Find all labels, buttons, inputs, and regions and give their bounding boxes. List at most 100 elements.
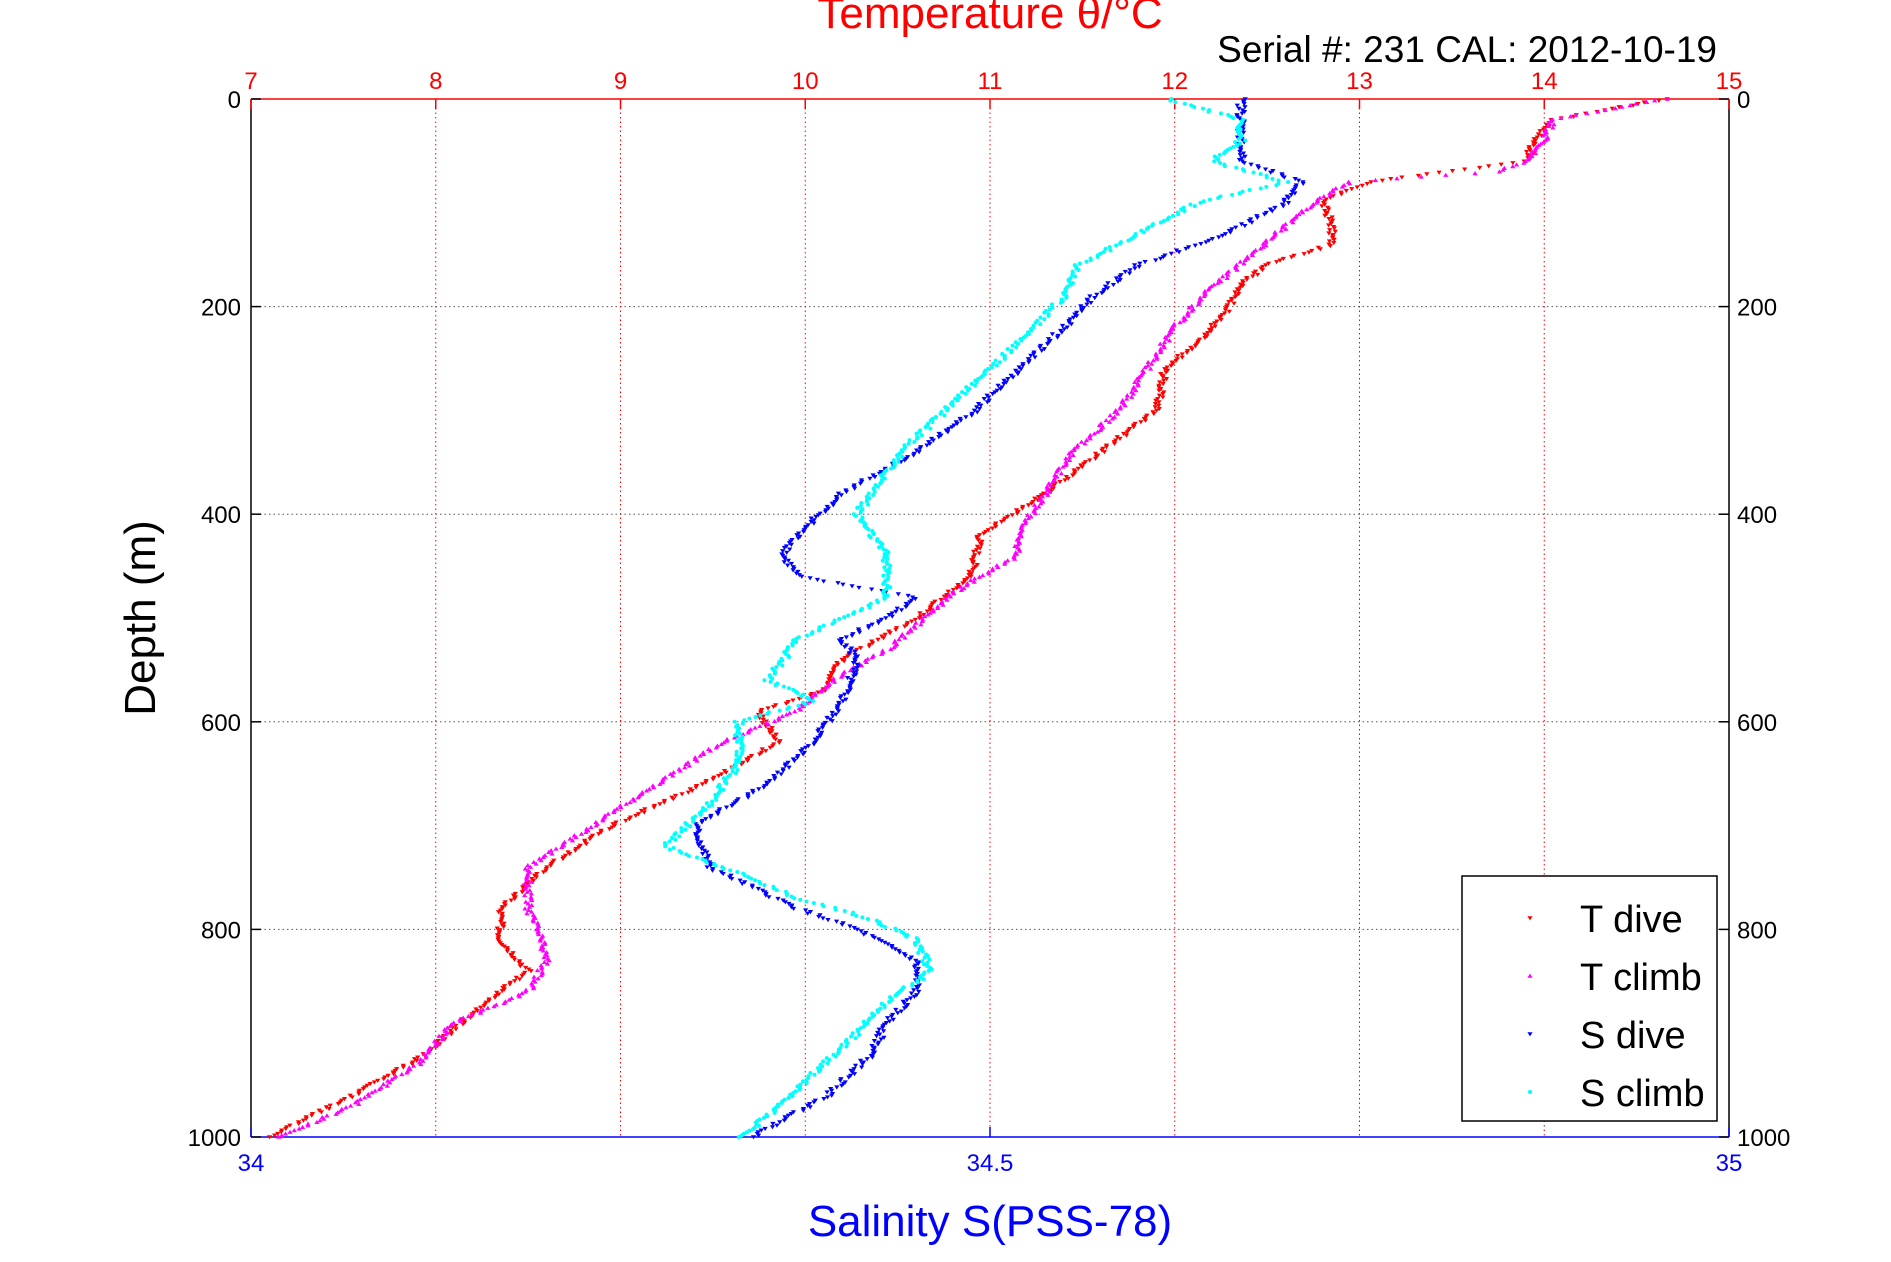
- data-point: [800, 752, 806, 757]
- data-point: [927, 607, 933, 613]
- data-point: [1150, 223, 1155, 228]
- data-point: [780, 663, 785, 668]
- data-point: [300, 1124, 306, 1129]
- data-point: [769, 1125, 776, 1130]
- data-point: [974, 405, 980, 410]
- data-point: [1132, 266, 1138, 271]
- data-point: [745, 759, 751, 764]
- data-point: [882, 555, 887, 560]
- data-point: [1176, 212, 1181, 217]
- data-point: [1546, 123, 1552, 128]
- data-point: [1343, 188, 1349, 194]
- data-point: [538, 946, 544, 951]
- data-point: [1449, 169, 1456, 174]
- data-point: [776, 717, 782, 722]
- data-point: [737, 731, 742, 736]
- data-point: [522, 892, 528, 898]
- data-point: [881, 1029, 887, 1034]
- data-point: [444, 1025, 450, 1030]
- data-point: [1185, 313, 1191, 318]
- data-point: [1609, 106, 1615, 111]
- data-point: [1079, 465, 1085, 470]
- data-point: [1114, 243, 1119, 248]
- data-point: [827, 1057, 832, 1062]
- data-point: [807, 576, 813, 581]
- data-point: [1107, 412, 1113, 418]
- data-point: [670, 773, 676, 778]
- data-point: [745, 795, 751, 800]
- data-point: [543, 868, 549, 873]
- data-point: [901, 931, 906, 936]
- data-point: [1533, 150, 1539, 156]
- data-point: [1308, 205, 1314, 210]
- data-point: [900, 454, 905, 459]
- data-point: [1060, 464, 1066, 469]
- data-point: [440, 1035, 446, 1040]
- data-point: [745, 730, 752, 735]
- data-point: [704, 865, 710, 870]
- data-point: [718, 786, 723, 791]
- data-point: [882, 565, 887, 570]
- data-point: [703, 807, 708, 812]
- data-point: [1529, 149, 1535, 154]
- depth-tick-label-right: 1000: [1737, 1125, 1790, 1152]
- data-point: [641, 810, 647, 815]
- data-point: [596, 832, 602, 837]
- data-point: [898, 1009, 904, 1014]
- data-point: [1031, 352, 1037, 357]
- series-s-climb: [662, 97, 1291, 1139]
- data-point: [447, 1023, 453, 1028]
- data-point: [492, 995, 498, 1000]
- data-point: [858, 1026, 863, 1031]
- data-point: [491, 1004, 497, 1009]
- data-point: [760, 888, 766, 893]
- data-point: [1249, 252, 1256, 258]
- data-point: [1032, 496, 1038, 501]
- data-point: [716, 773, 722, 779]
- data-point: [971, 579, 977, 584]
- data-point: [291, 1128, 297, 1133]
- data-point: [1280, 204, 1286, 209]
- data-point: [1269, 209, 1275, 214]
- data-point: [478, 1005, 484, 1010]
- data-point: [1330, 189, 1336, 194]
- data-point: [824, 684, 830, 689]
- data-point: [1010, 343, 1015, 348]
- data-point: [911, 994, 918, 999]
- data-point: [357, 1096, 363, 1102]
- data-point: [750, 1135, 757, 1140]
- data-point: [919, 433, 924, 438]
- data-point: [1152, 401, 1159, 407]
- data-point: [530, 919, 537, 924]
- data-point: [832, 499, 838, 505]
- data-point: [1550, 125, 1556, 130]
- data-point: [1035, 494, 1042, 500]
- data-point: [794, 755, 801, 760]
- data-point: [986, 571, 992, 576]
- data-point: [755, 886, 761, 892]
- data-point: [1032, 355, 1038, 360]
- data-point: [857, 481, 864, 486]
- data-point: [716, 791, 721, 796]
- data-point: [864, 1057, 870, 1062]
- data-point: [1627, 102, 1633, 108]
- data-point: [790, 906, 797, 912]
- data-point: [1164, 365, 1170, 370]
- data-point: [888, 585, 893, 590]
- data-point: [742, 873, 747, 878]
- data-point: [1281, 199, 1287, 204]
- data-point: [989, 568, 996, 573]
- data-point: [1317, 247, 1323, 252]
- data-point: [356, 1092, 362, 1097]
- data-point: [925, 954, 930, 959]
- data-point: [872, 489, 877, 494]
- data-point: [1209, 237, 1215, 242]
- data-point: [898, 633, 904, 638]
- data-point: [958, 418, 964, 423]
- data-point: [704, 860, 709, 865]
- data-point: [1327, 192, 1333, 197]
- data-point: [1289, 189, 1295, 195]
- data-point: [1379, 178, 1386, 183]
- data-point: [974, 410, 980, 415]
- data-point: [950, 403, 955, 408]
